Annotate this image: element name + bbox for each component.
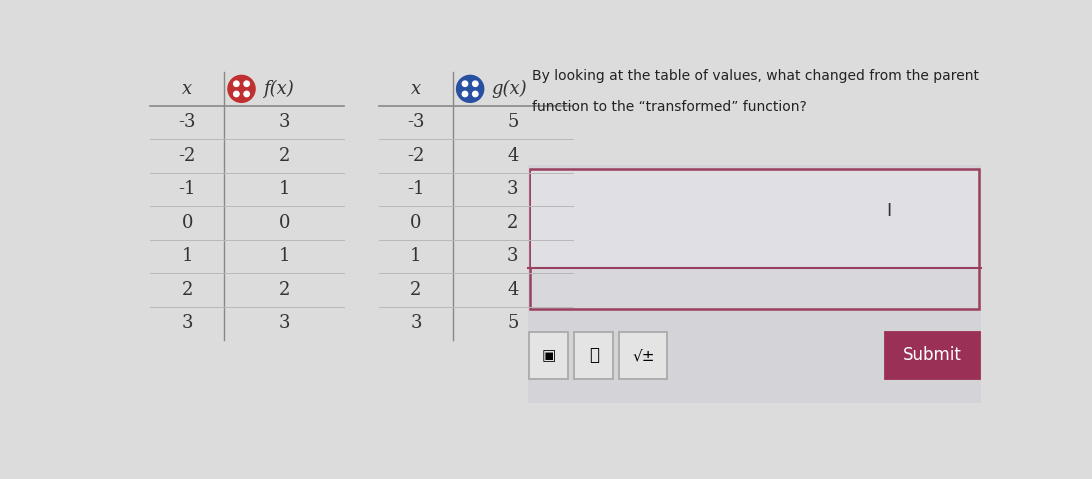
Text: f(x): f(x) [263, 80, 294, 98]
Text: By looking at the table of values, what changed from the parent: By looking at the table of values, what … [532, 69, 978, 83]
Text: 0: 0 [278, 214, 289, 232]
Text: 1: 1 [278, 180, 289, 198]
Text: 3: 3 [507, 180, 519, 198]
Circle shape [228, 75, 256, 103]
Text: 4: 4 [507, 281, 519, 299]
Text: -2: -2 [179, 147, 195, 165]
Text: 1: 1 [411, 247, 422, 265]
Circle shape [234, 81, 239, 86]
Bar [527, 164, 982, 403]
Text: 3: 3 [278, 114, 289, 131]
Text: function to the “transformed” function?: function to the “transformed” function? [532, 100, 807, 114]
Bar [886, 332, 980, 378]
Text: 3: 3 [278, 314, 289, 332]
Bar [574, 332, 613, 378]
Bar [531, 169, 978, 309]
Bar [530, 332, 568, 378]
Circle shape [462, 91, 467, 97]
Text: √±: √± [632, 348, 654, 363]
Circle shape [234, 91, 239, 97]
Text: -2: -2 [407, 147, 425, 165]
Text: ⤓: ⤓ [589, 346, 598, 365]
Circle shape [244, 91, 249, 97]
Circle shape [456, 75, 484, 103]
Text: 5: 5 [507, 314, 519, 332]
Text: 1: 1 [181, 247, 193, 265]
Text: 0: 0 [181, 214, 193, 232]
Text: 0: 0 [411, 214, 422, 232]
Text: 3: 3 [411, 314, 422, 332]
Text: I: I [887, 202, 892, 220]
Circle shape [244, 81, 249, 86]
Text: -1: -1 [178, 180, 195, 198]
Circle shape [462, 81, 467, 86]
Text: 2: 2 [181, 281, 193, 299]
Text: g(x): g(x) [491, 80, 527, 98]
Bar [531, 171, 978, 267]
Text: 2: 2 [507, 214, 519, 232]
Text: 3: 3 [507, 247, 519, 265]
Text: 2: 2 [278, 147, 289, 165]
Bar [619, 332, 667, 378]
Text: Submit: Submit [903, 346, 962, 365]
Text: x: x [411, 80, 420, 98]
Circle shape [473, 81, 478, 86]
Text: -1: -1 [407, 180, 425, 198]
Text: ▣: ▣ [542, 348, 556, 363]
Text: 1: 1 [278, 247, 289, 265]
Text: 4: 4 [507, 147, 519, 165]
Text: 2: 2 [278, 281, 289, 299]
Text: -3: -3 [178, 114, 195, 131]
Text: -3: -3 [407, 114, 425, 131]
Text: x: x [182, 80, 192, 98]
Text: 3: 3 [181, 314, 193, 332]
Circle shape [473, 91, 478, 97]
Text: 2: 2 [411, 281, 422, 299]
Text: 5: 5 [507, 114, 519, 131]
